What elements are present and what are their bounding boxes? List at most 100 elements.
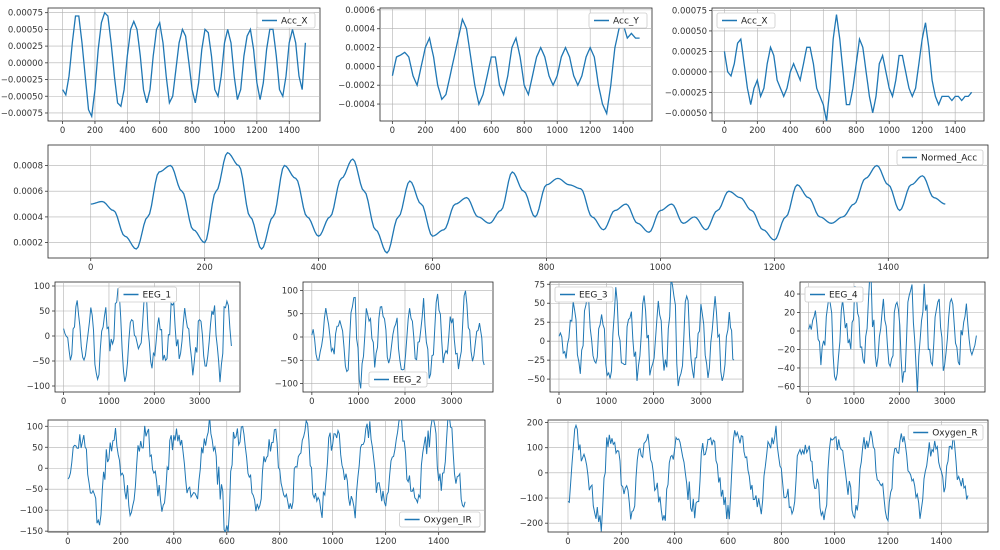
y-tick-label: 0.00025 (8, 42, 43, 52)
x-tick-label: 400 (450, 126, 466, 136)
y-tick-label: 0 (38, 464, 43, 474)
series-line-EEG_2 (311, 290, 485, 389)
x-tick-label: 600 (815, 126, 831, 136)
legend-label: EEG_3 (579, 291, 608, 301)
x-tick-label: 600 (483, 126, 499, 136)
x-tick-label: 0 (65, 537, 70, 547)
x-tick-label: 800 (184, 126, 200, 136)
y-tick-label: −40 (777, 364, 795, 374)
x-tick-label: 800 (272, 537, 288, 547)
y-tick-label: 0.00050 (8, 25, 43, 35)
y-tick-label: 20 (784, 309, 795, 319)
y-tick-label: −0.00025 (665, 88, 707, 98)
x-tick-label: 1000 (214, 126, 236, 136)
legend-box (716, 12, 776, 29)
chart-panel-0: 0 200 400 600 800 1000 1200 1400 −0.00075 −0.0005… (1, 7, 321, 136)
x-tick-label: 1000 (98, 397, 120, 407)
y-tick-label: −100 (520, 494, 543, 504)
x-tick-label: 2000 (888, 397, 910, 407)
x-tick-label: 1200 (911, 126, 933, 136)
y-tick-label: −50 (25, 485, 43, 495)
series-line-Oxygen_IR (67, 420, 466, 532)
chart-panel-4: 0 1000 2000 3000 −100 −50 0 50 100 EEG_1 (27, 281, 241, 407)
x-tick-label: 1400 (931, 537, 953, 547)
series-line-Acc_Y (391, 17, 640, 116)
y-tick-label: 200 (527, 419, 543, 429)
y-tick-label: 50 (287, 310, 298, 320)
x-tick-label: 0 (806, 397, 811, 407)
legend: EEG_3 (554, 286, 614, 303)
y-tick-label: 100 (34, 282, 50, 292)
y-tick-label: 50 (32, 443, 43, 453)
x-tick-label: 200 (417, 126, 433, 136)
x-tick-label: 600 (219, 537, 235, 547)
series-line-EEG_4 (808, 282, 977, 392)
legend-box (907, 424, 984, 441)
legend-box (118, 286, 177, 303)
y-tick-label: 0 (45, 332, 50, 342)
y-tick-label: −20 (777, 345, 795, 355)
x-tick-label: 1000 (546, 126, 568, 136)
x-tick-label: 1000 (843, 397, 865, 407)
legend: EEG_1 (118, 286, 177, 303)
x-tick-label: 1000 (348, 397, 370, 407)
legend-box (368, 371, 428, 388)
chart-panel-9: 0 200 400 600 800 1000 1200 1400 −200 −100 0 100 200… (520, 419, 989, 547)
y-tick-label: 0.00050 (672, 27, 707, 37)
legend: Oxygen_IR (399, 511, 481, 528)
x-tick-label: 600 (720, 537, 736, 547)
legend-box (554, 286, 614, 303)
x-tick-label: 800 (516, 126, 532, 136)
y-tick-label: −150 (20, 527, 43, 537)
x-tick-label: 400 (310, 263, 326, 273)
x-tick-label: 1200 (579, 126, 601, 136)
y-tick-label: 0.00025 (672, 47, 707, 57)
x-tick-label: 2000 (643, 397, 665, 407)
y-tick-label: 0.00075 (672, 6, 707, 16)
y-tick-label: 40 (784, 290, 795, 300)
y-tick-label: 0.0000 (345, 62, 375, 72)
y-tick-label: 0.00075 (8, 9, 43, 19)
y-tick-label: 100 (27, 422, 43, 432)
x-tick-label: 0 (61, 397, 66, 407)
x-tick-label: 1200 (375, 537, 397, 547)
legend-label: Oxygen_R (932, 429, 977, 439)
legend-label: EEG_1 (143, 291, 172, 301)
chart-panel-3: 0 200 400 600 800 1000 1200 1400 0.0002 0.0004 0.0… (13, 144, 989, 273)
y-tick-label: −0.00025 (1, 76, 43, 86)
x-tick-label: 800 (773, 537, 789, 547)
x-tick-label: 200 (613, 537, 629, 547)
legend-box (588, 12, 648, 29)
series-line-Acc_X (62, 11, 307, 119)
x-tick-label: 0 (309, 397, 314, 407)
y-tick-label: −50 (32, 357, 50, 367)
y-tick-label: −200 (520, 519, 543, 529)
chart-panel-6: 0 1000 2000 3000 −50 −25 0 25 50 75 EEG_3 (527, 280, 744, 407)
legend-label: Acc_X (741, 17, 768, 27)
x-tick-label: 1400 (877, 263, 899, 273)
x-tick-label: 1200 (246, 126, 268, 136)
x-tick-label: 600 (424, 263, 440, 273)
chart-panel-1: 0 200 400 600 800 1000 1200 1400 −0.0004 −0.0002 0… (338, 6, 653, 136)
x-tick-label: 800 (538, 263, 554, 273)
y-tick-label: 75 (534, 280, 545, 290)
x-tick-label: 600 (152, 126, 168, 136)
legend: Acc_X (256, 12, 316, 29)
y-tick-label: −0.00050 (665, 109, 707, 119)
chart-panel-2: 0 200 400 600 800 1000 1200 1400 −0.00050 −0.0002… (665, 6, 985, 136)
legend: Acc_Y (588, 12, 648, 29)
legend-label: Acc_Y (613, 17, 639, 27)
chart-panel-5: 0 1000 2000 3000 −100 −50 0 50 100 EEG_2 (275, 281, 494, 407)
y-tick-label: 0.0008 (13, 162, 43, 172)
y-tick-label: 0.0006 (13, 187, 43, 197)
x-tick-label: 400 (782, 126, 798, 136)
y-tick-label: 0 (538, 469, 543, 479)
legend: EEG_4 (804, 286, 864, 303)
y-tick-label: 100 (282, 286, 298, 296)
y-tick-label: −100 (20, 506, 43, 516)
series-line-Oxygen_R (567, 423, 969, 532)
x-tick-label: 3000 (441, 397, 463, 407)
x-tick-label: 1000 (824, 537, 846, 547)
y-tick-label: −50 (527, 375, 545, 385)
